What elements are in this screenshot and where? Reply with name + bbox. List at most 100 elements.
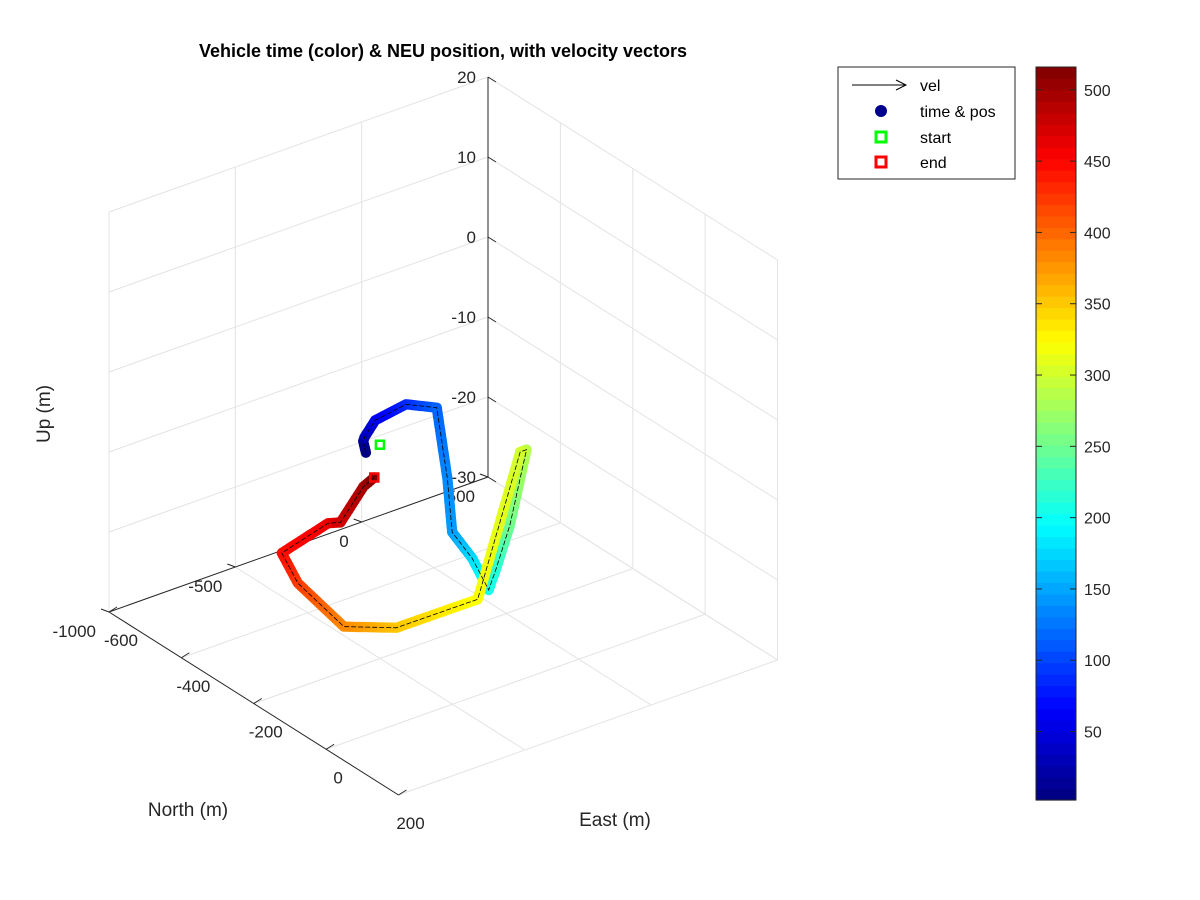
colorbar-tick-label: 50	[1084, 725, 1102, 742]
colorbar-band	[1036, 204, 1076, 217]
colorbar-band	[1036, 147, 1076, 160]
grid-line-floor-x	[325, 613, 706, 750]
colorbar-band	[1036, 181, 1076, 194]
legend-box	[837, 66, 1016, 180]
z-tick-label: -30	[451, 468, 476, 487]
colorbar-tick-label: 250	[1084, 439, 1111, 456]
colorbar-band	[1036, 170, 1076, 183]
colorbar-band	[1036, 525, 1076, 538]
colorbar-band	[1036, 422, 1076, 435]
z-axis-tick	[487, 476, 497, 483]
colorbar-band	[1036, 410, 1076, 423]
grid-line-floor-y	[235, 566, 526, 751]
z-axis-tick	[487, 76, 497, 83]
grid-layer	[108, 76, 778, 796]
legend-label-time-pos: time & pos	[920, 104, 996, 121]
colorbar-band	[1036, 261, 1076, 274]
colorbar-tick-label: 100	[1084, 653, 1111, 670]
colorbar-band	[1036, 67, 1076, 80]
colorbar-band	[1036, 674, 1076, 687]
z-tick-label: -20	[451, 388, 476, 407]
grid-line-backwall-z	[487, 156, 778, 341]
colorbar-band	[1036, 582, 1076, 595]
grid-line-floor-x	[253, 568, 633, 704]
z-axis-tick	[487, 236, 497, 243]
y-tick-label: 0	[339, 532, 348, 551]
colorbar-band	[1036, 433, 1076, 446]
x-axis-label: East (m)	[579, 810, 651, 831]
colorbar-band	[1036, 124, 1076, 137]
z-axis-label: Up (m)	[34, 385, 55, 443]
x-axis-tick	[253, 698, 263, 704]
z-axis-tick	[487, 396, 497, 403]
colorbar-band	[1036, 570, 1076, 583]
x-axis-tick	[181, 652, 190, 659]
z-tick-label: -10	[451, 308, 476, 327]
y-axis-tick	[100, 608, 110, 613]
colorbar-band	[1036, 788, 1076, 801]
colorbar-frame	[1035, 66, 1077, 801]
grid-line-backwall-z	[487, 396, 778, 581]
colorbar-band	[1036, 616, 1076, 629]
legend: vel time & pos start end	[837, 66, 1016, 180]
z-tick-label: 0	[467, 228, 476, 247]
colorbar-band	[1036, 651, 1076, 664]
colorbar-band	[1036, 192, 1076, 206]
colorbar-band	[1036, 479, 1076, 492]
legend-vel-arrow-head-icon	[895, 79, 908, 91]
grid-line-backwall-z	[487, 476, 778, 661]
grid-line-sidewall-z	[108, 76, 489, 213]
colorbar-band	[1036, 696, 1076, 709]
colorbar-band	[1036, 639, 1076, 652]
colorbar-band	[1036, 444, 1076, 457]
colorbar-band	[1036, 662, 1076, 675]
colorbar-band	[1036, 777, 1076, 790]
colorbar-band	[1036, 341, 1076, 354]
legend-label-start: start	[920, 130, 952, 147]
z-tick-label: 10	[457, 148, 476, 167]
colorbar-band	[1036, 78, 1076, 91]
colorbar-tick-label: 450	[1084, 154, 1111, 171]
grid-line-sidewall-z	[108, 396, 489, 533]
colorbar-band	[1036, 513, 1076, 526]
colorbar-band	[1036, 628, 1076, 641]
colorbar-band	[1036, 273, 1076, 286]
y-tick-label: -500	[188, 577, 222, 596]
colorbar-band	[1036, 685, 1076, 698]
colorbar-band	[1036, 318, 1076, 332]
x-axis-tick	[108, 606, 118, 613]
x-axis-tick	[325, 743, 335, 750]
colorbar-band	[1036, 307, 1076, 320]
z-axis-tick	[487, 156, 497, 163]
y-axis-tick	[479, 473, 489, 478]
z-axis-tick	[487, 316, 497, 323]
grid-line-sidewall-z	[108, 316, 489, 453]
colorbar-tick-label: 400	[1084, 225, 1111, 242]
colorbar-band	[1036, 593, 1076, 606]
colorbar-band	[1036, 490, 1076, 503]
colorbar-band	[1036, 158, 1076, 171]
grid-line-sidewall-z	[108, 156, 489, 293]
chart-title: Vehicle time (color) & NEU position, wit…	[199, 41, 687, 61]
colorbar-band	[1036, 399, 1076, 412]
legend-time-pos-marker-icon	[875, 105, 887, 117]
colorbar-band	[1036, 112, 1076, 125]
colorbar-band	[1036, 238, 1076, 251]
colorbar-band	[1036, 284, 1076, 297]
grid-line-backwall-z	[487, 236, 778, 421]
colorbar-band	[1036, 467, 1076, 480]
data-layer	[276, 399, 532, 633]
colorbar-band	[1036, 708, 1076, 721]
colorbar-band	[1036, 376, 1076, 389]
colorbar-band	[1036, 731, 1076, 744]
x-tick-label: 0	[333, 768, 342, 787]
colorbar-band	[1036, 135, 1076, 148]
grid-line-floor-x	[398, 659, 778, 796]
z-tick-label: 20	[457, 68, 476, 87]
colorbar-band	[1036, 754, 1076, 767]
end-marker	[369, 472, 380, 483]
colorbar-band	[1036, 296, 1076, 309]
colorbar-band	[1036, 364, 1076, 377]
